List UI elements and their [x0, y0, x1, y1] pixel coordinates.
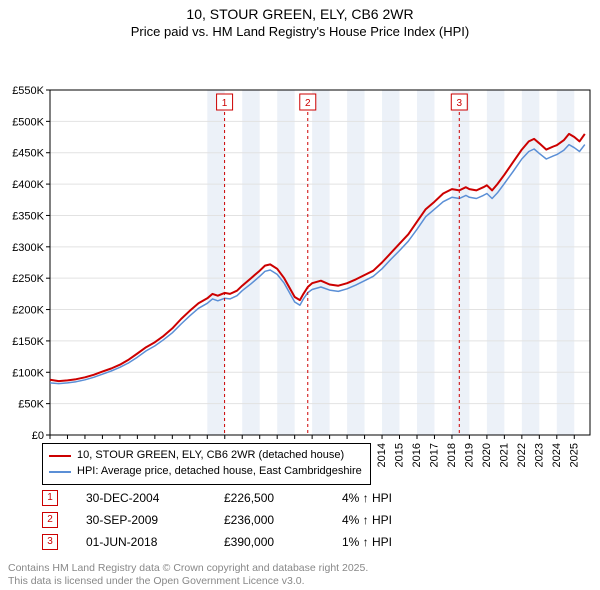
svg-text:2016: 2016	[411, 443, 423, 467]
svg-text:3: 3	[457, 98, 463, 109]
legend-label: HPI: Average price, detached house, East…	[77, 464, 362, 480]
event-date: 30-SEP-2009	[86, 513, 196, 527]
event-price: £226,500	[224, 491, 314, 505]
svg-text:£0: £0	[32, 430, 44, 442]
svg-text:£350K: £350K	[12, 210, 44, 222]
svg-text:2019: 2019	[463, 443, 475, 467]
event-price: £390,000	[224, 535, 314, 549]
legend-swatch	[49, 455, 71, 457]
title-line2: Price paid vs. HM Land Registry's House …	[0, 24, 600, 40]
events-table: 1 30-DEC-2004 £226,500 4% ↑ HPI 2 30-SEP-2009…	[42, 484, 442, 556]
chart-title: 10, STOUR GREEN, ELY, CB6 2WR Price paid…	[0, 0, 600, 40]
svg-text:2021: 2021	[498, 443, 510, 467]
svg-text:2020: 2020	[481, 443, 493, 467]
legend: 10, STOUR GREEN, ELY, CB6 2WR (detached …	[42, 443, 371, 485]
svg-text:£300K: £300K	[12, 242, 44, 254]
footer-line1: Contains HM Land Registry data © Crown c…	[8, 562, 368, 575]
event-number: 1	[42, 490, 58, 506]
svg-text:£50K: £50K	[18, 398, 44, 410]
price-chart: £0 £50K £100K £150K £200K £250K £300K £350K £400…	[0, 40, 600, 480]
event-number: 3	[42, 534, 58, 550]
event-pct: 1% ↑ HPI	[342, 535, 442, 549]
svg-text:£500K: £500K	[12, 116, 44, 128]
svg-text:£400K: £400K	[12, 179, 44, 191]
event-date: 01-JUN-2018	[86, 535, 196, 549]
event-date: 30-DEC-2004	[86, 491, 196, 505]
event-number: 2	[42, 512, 58, 528]
event-price: £236,000	[224, 513, 314, 527]
svg-text:1: 1	[222, 98, 228, 109]
svg-text:2022: 2022	[516, 443, 528, 467]
footer-line2: This data is licensed under the Open Gov…	[8, 575, 368, 588]
event-row: 1 30-DEC-2004 £226,500 4% ↑ HPI	[42, 490, 442, 506]
svg-text:2014: 2014	[376, 443, 388, 467]
svg-text:2024: 2024	[551, 443, 563, 467]
event-pct: 4% ↑ HPI	[342, 513, 442, 527]
event-row: 3 01-JUN-2018 £390,000 1% ↑ HPI	[42, 534, 442, 550]
legend-item: 10, STOUR GREEN, ELY, CB6 2WR (detached …	[49, 448, 362, 464]
svg-text:2023: 2023	[533, 443, 545, 467]
svg-text:2017: 2017	[428, 443, 440, 467]
svg-text:2: 2	[305, 98, 311, 109]
legend-item: HPI: Average price, detached house, East…	[49, 464, 362, 480]
event-row: 2 30-SEP-2009 £236,000 4% ↑ HPI	[42, 512, 442, 528]
svg-text:2018: 2018	[446, 443, 458, 467]
svg-text:£100K: £100K	[12, 367, 44, 379]
event-pct: 4% ↑ HPI	[342, 491, 442, 505]
svg-text:£450K: £450K	[12, 147, 44, 159]
title-line1: 10, STOUR GREEN, ELY, CB6 2WR	[0, 6, 600, 24]
svg-text:2015: 2015	[394, 443, 406, 467]
footer: Contains HM Land Registry data © Crown c…	[8, 562, 368, 588]
legend-label: 10, STOUR GREEN, ELY, CB6 2WR (detached …	[77, 448, 344, 464]
svg-text:£200K: £200K	[12, 304, 44, 316]
svg-text:£250K: £250K	[12, 273, 44, 285]
legend-swatch	[49, 471, 71, 473]
svg-text:£150K: £150K	[12, 336, 44, 348]
svg-text:£550K: £550K	[12, 85, 44, 97]
svg-text:2025: 2025	[568, 443, 580, 467]
